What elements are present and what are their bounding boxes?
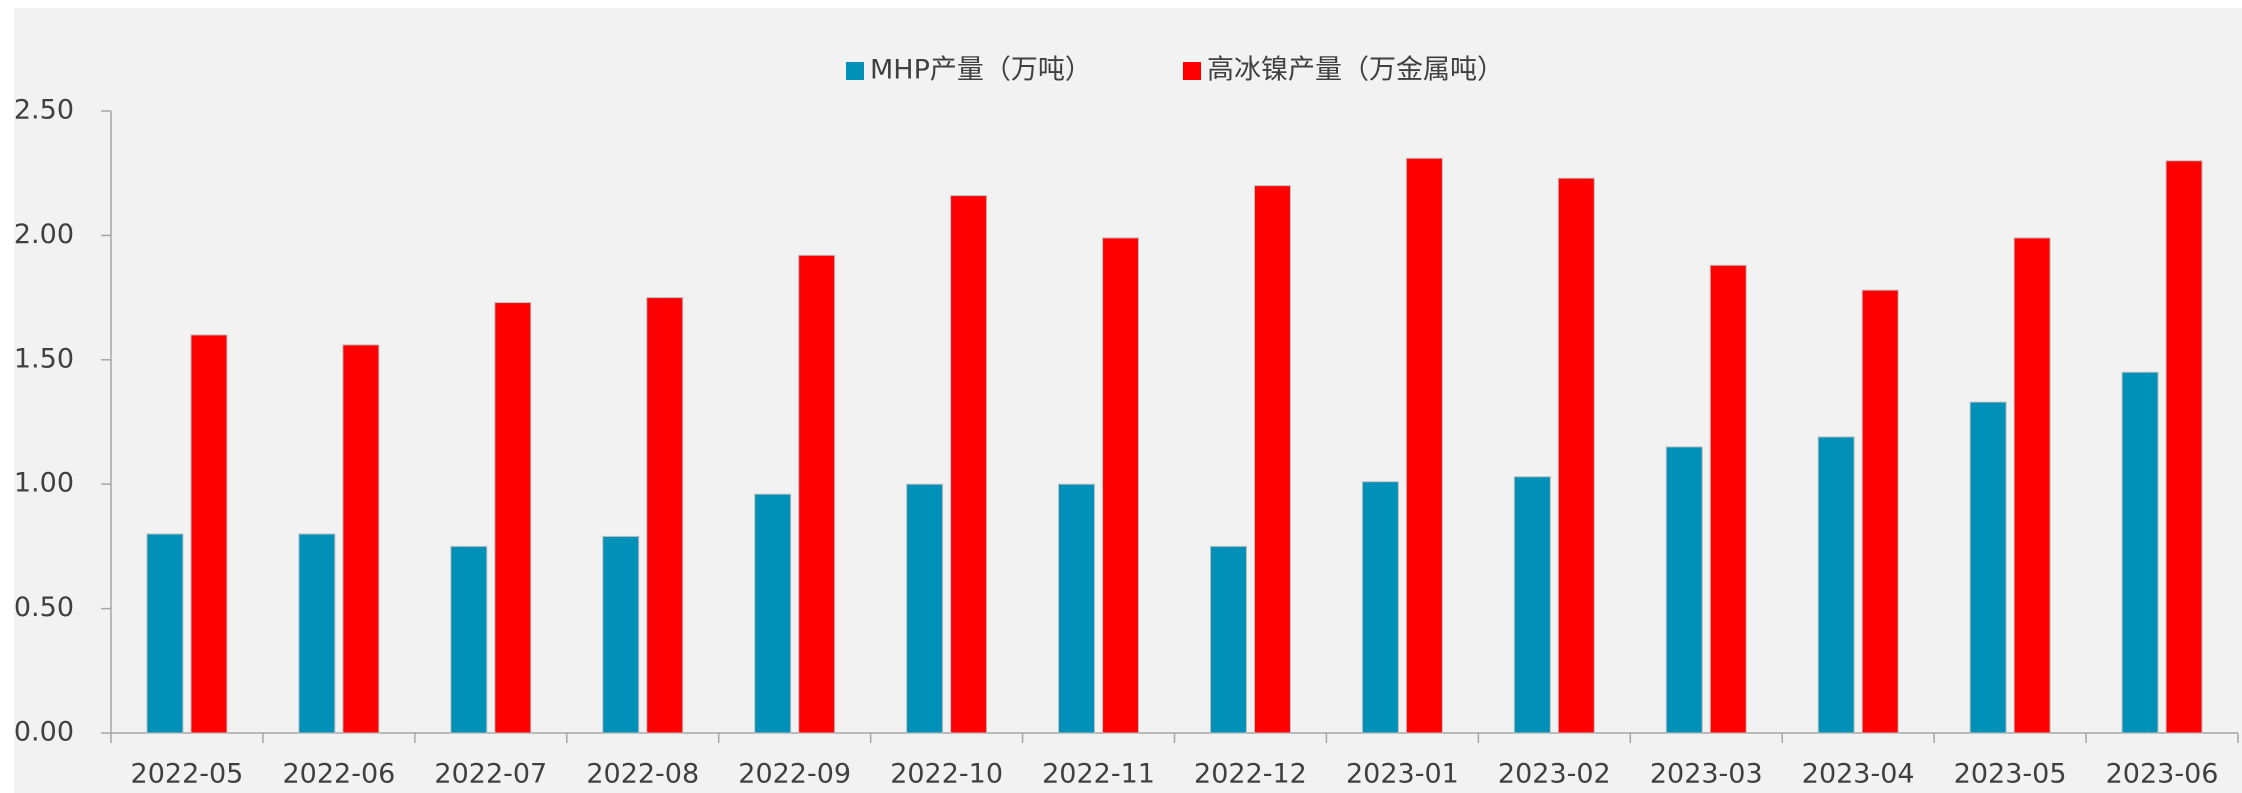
bar [1557,177,1595,734]
bar [450,545,488,734]
bar [298,533,336,734]
bar [1209,545,1247,734]
x-tick-label: 2023-03 [1650,759,1763,790]
bar [1405,157,1443,734]
bar [342,344,380,734]
bar [1058,483,1096,734]
x-tick-label: 2022-06 [282,759,395,790]
bar [1361,481,1399,734]
bar [494,302,532,734]
x-tick-label: 2022-12 [1194,759,1307,790]
bar [2165,160,2203,734]
bar [1817,436,1855,734]
x-tick-label: 2023-02 [1498,759,1611,790]
x-tick-label: 2023-06 [2106,759,2219,790]
bar [906,483,944,734]
bar [646,297,684,734]
bar [1969,401,2007,734]
y-tick-label: 0.50 [14,592,74,623]
bar [1709,264,1747,734]
x-tick-label: 2022-05 [131,759,244,790]
legend-swatch [1183,62,1201,80]
x-tick-label: 2023-05 [1954,759,2067,790]
y-tick-label: 0.00 [14,717,74,748]
x-tick-label: 2022-09 [738,759,851,790]
y-tick-label: 1.50 [14,343,74,374]
y-tick-label: 1.00 [14,468,74,499]
bar [1253,185,1291,734]
legend-label: MHP产量（万吨） [870,55,1092,86]
bar [950,195,988,734]
bar [1665,446,1703,734]
bar [798,254,836,734]
y-tick-label: 2.50 [14,95,74,126]
legend-label: 高冰镍产量（万金属吨） [1207,55,1504,86]
x-tick-label: 2023-01 [1346,759,1459,790]
bar [146,533,184,734]
x-tick-label: 2022-07 [434,759,547,790]
bar [2013,237,2051,734]
legend-swatch [846,62,864,80]
bar [602,535,640,734]
bar [2121,371,2159,734]
bar [754,493,792,734]
x-tick-label: 2022-10 [890,759,1003,790]
bar [1861,289,1899,734]
x-tick-label: 2023-04 [1802,759,1915,790]
x-tick-label: 2022-11 [1042,759,1155,790]
y-tick-label: 2.00 [14,219,74,250]
bar [1102,237,1140,734]
bar [1513,476,1551,734]
x-tick-label: 2022-08 [586,759,699,790]
bar [190,334,228,734]
